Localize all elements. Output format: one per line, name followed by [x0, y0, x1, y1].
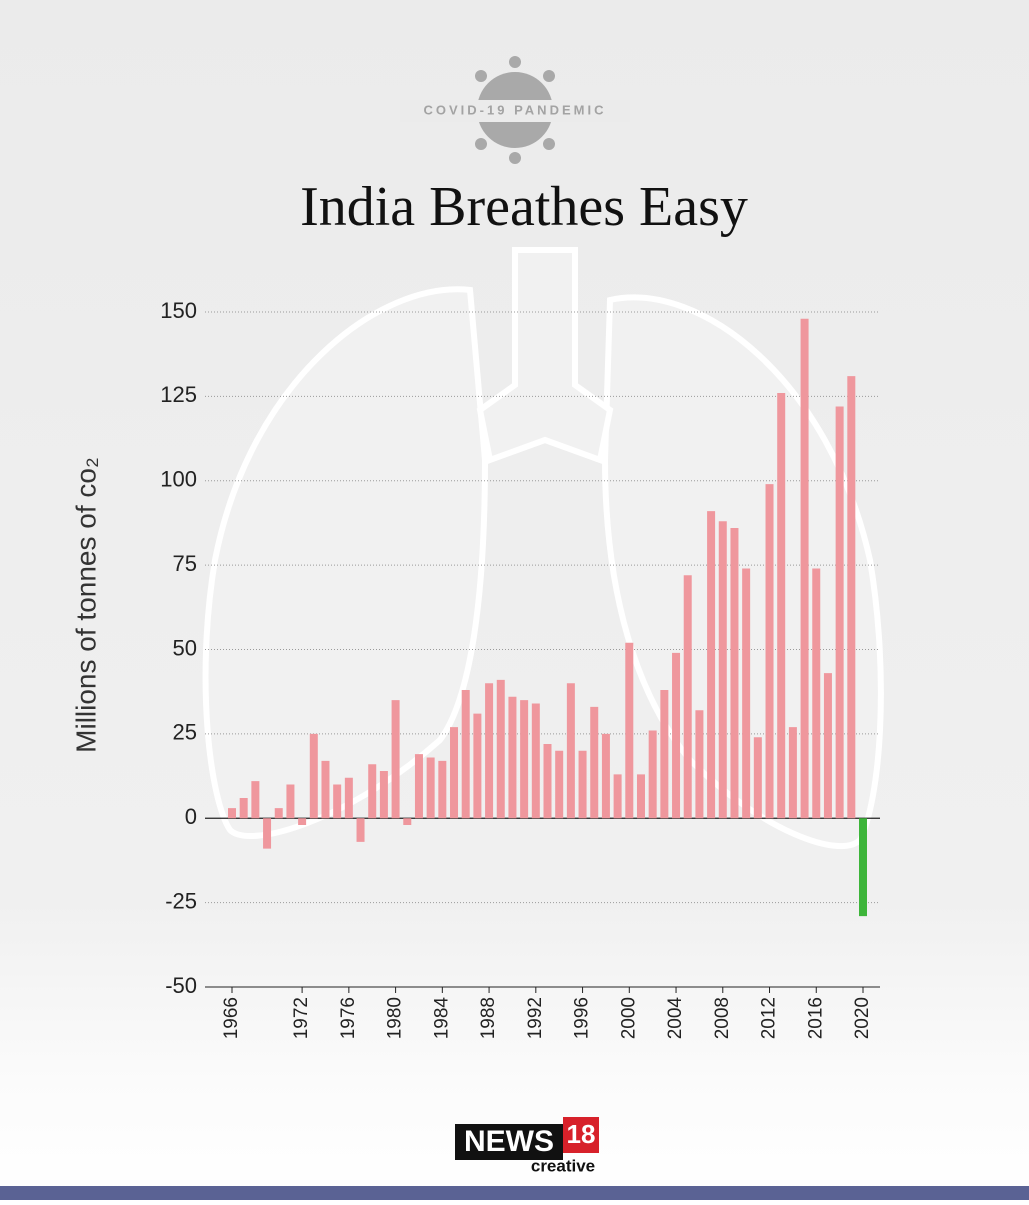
bar	[379, 771, 388, 819]
bar	[613, 774, 622, 819]
bar	[742, 568, 751, 819]
bar	[555, 750, 564, 819]
bar	[765, 484, 774, 819]
footer-bar	[0, 1186, 1029, 1200]
brand-sub: creative	[531, 1156, 595, 1175]
x-tick-label: 2008	[712, 997, 733, 1039]
x-tick-label: 2020	[852, 997, 873, 1039]
bar	[672, 652, 681, 819]
bar	[508, 696, 517, 819]
bar	[625, 642, 634, 819]
bar	[800, 318, 809, 819]
bar	[356, 818, 365, 842]
chart-title: India Breathes Easy	[300, 176, 748, 238]
y-tick-label: -25	[165, 888, 197, 913]
y-tick-label: 75	[173, 551, 197, 576]
brand-name: NEWS	[464, 1125, 554, 1158]
bar	[543, 744, 552, 819]
bar	[438, 760, 447, 819]
x-tick-label: 2012	[759, 997, 780, 1039]
x-tick-label: 1966	[221, 997, 242, 1039]
bar	[333, 784, 342, 819]
bar	[496, 679, 505, 819]
y-tick-label: 25	[173, 720, 197, 745]
bar	[414, 754, 423, 819]
bar	[344, 777, 353, 819]
x-tick-label: 1996	[572, 997, 593, 1039]
bar	[251, 781, 260, 819]
bar	[788, 727, 797, 819]
bar	[730, 528, 739, 819]
bar	[426, 757, 435, 819]
y-tick-label: 50	[173, 635, 197, 660]
bar	[391, 700, 400, 819]
bar	[636, 774, 645, 819]
brand-box	[455, 1124, 563, 1160]
bar	[707, 511, 716, 819]
bar	[531, 703, 540, 819]
bar	[450, 727, 459, 819]
kicker-backing	[400, 100, 630, 122]
y-tick-label: -50	[165, 973, 197, 998]
bar	[321, 760, 330, 819]
bar	[648, 730, 657, 819]
bar	[309, 733, 318, 819]
bar	[403, 818, 412, 825]
kicker: COVID-19 PANDEMIC	[424, 102, 607, 117]
bar	[286, 784, 295, 819]
bar	[695, 710, 704, 819]
bar	[847, 376, 856, 819]
y-tick-label: 150	[160, 298, 197, 323]
bar	[601, 733, 610, 819]
bar	[520, 700, 529, 819]
bar	[228, 808, 236, 819]
brand: NEWS 18 creative	[455, 1117, 599, 1175]
x-tick-label: 1988	[478, 997, 499, 1039]
bar	[368, 764, 377, 819]
bar	[718, 521, 727, 819]
bar	[473, 713, 482, 819]
bar	[753, 737, 762, 819]
x-tick-label: 1976	[338, 997, 359, 1039]
bar	[859, 818, 867, 917]
bar	[812, 568, 821, 819]
bar	[590, 706, 599, 819]
x-tick-label: 1972	[291, 997, 312, 1039]
bar	[485, 683, 494, 819]
x-tick-label: 1992	[525, 997, 546, 1039]
bar	[823, 673, 832, 819]
brand-number: 18	[567, 1119, 596, 1149]
bar	[298, 818, 307, 825]
bar	[835, 406, 844, 819]
bar	[683, 575, 692, 819]
x-tick-label: 2004	[665, 997, 686, 1040]
bar	[578, 750, 587, 819]
bar	[274, 808, 283, 819]
x-tick-label: 1984	[431, 997, 452, 1040]
y-axis-label: Millions of tonnes of co₂	[70, 457, 101, 753]
bar	[777, 393, 786, 819]
y-tick-label: 100	[160, 467, 197, 492]
y-tick-label: 125	[160, 382, 197, 407]
x-tick-label: 2000	[618, 997, 639, 1039]
x-tick-label: 1980	[385, 997, 406, 1039]
y-tick-label: 0	[185, 804, 197, 829]
x-tick-label: 2016	[805, 997, 826, 1039]
bar	[461, 690, 470, 819]
bar	[660, 690, 669, 819]
brand-number-box	[563, 1117, 599, 1153]
bar	[263, 818, 272, 849]
bar	[239, 798, 248, 819]
bar	[566, 683, 575, 819]
